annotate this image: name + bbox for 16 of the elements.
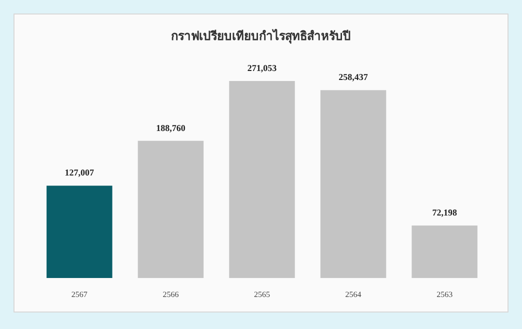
data-label: 72,198	[432, 208, 458, 218]
data-label: 127,007	[64, 168, 95, 178]
bar	[229, 81, 295, 278]
x-tick-label: 2565	[254, 290, 270, 299]
data-label: 188,760	[156, 122, 186, 133]
bar	[412, 226, 478, 278]
chart-title: กราฟเปรียบเทียบกำไรสุทธิสำหรับปี	[171, 28, 351, 44]
data-label: 271,053	[247, 63, 278, 73]
bar	[320, 90, 386, 278]
bar	[46, 186, 112, 278]
bar	[138, 140, 204, 278]
x-tick-label: 2564	[345, 290, 362, 299]
x-tick-label: 2563	[436, 290, 453, 299]
x-tick-label: 2567	[71, 290, 88, 299]
x-tick-label: 2566	[162, 290, 179, 299]
data-label: 258,437	[338, 72, 368, 82]
